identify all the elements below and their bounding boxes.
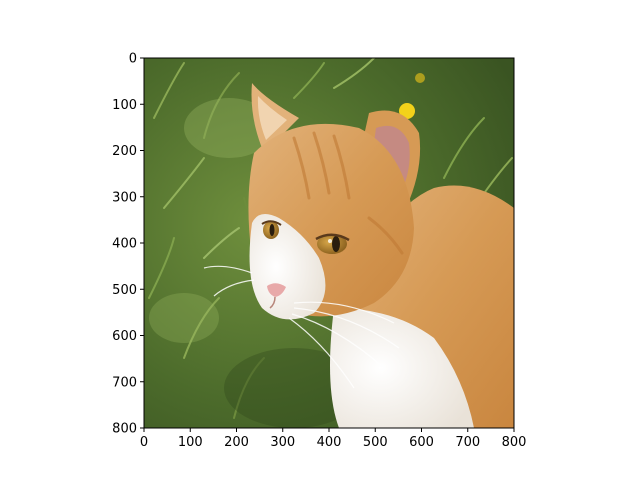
x-tick-label: 300: [270, 435, 295, 450]
grass-shadow: [224, 348, 364, 428]
cat-chest: [330, 308, 474, 428]
x-tick-label: 200: [224, 435, 249, 450]
fur-stripes: [292, 131, 404, 255]
cat-nose: [267, 283, 286, 297]
x-axis: 0 100 200 300 400 500 600 700 800: [140, 428, 527, 450]
y-tick-label: 600: [112, 329, 137, 344]
grass-highlight: [149, 293, 219, 343]
y-tick-label: 400: [112, 237, 137, 252]
cat-photo: [144, 58, 514, 428]
y-tick-label: 200: [112, 144, 137, 159]
x-tick-label: 400: [317, 435, 342, 450]
y-tick-label: 0: [129, 52, 137, 67]
y-tick-label: 300: [112, 190, 137, 205]
x-tick-label: 0: [140, 435, 148, 450]
y-tick-label: 500: [112, 283, 137, 298]
x-tick-label: 100: [178, 435, 203, 450]
x-tick-label: 800: [502, 435, 527, 450]
y-tick-label: 100: [112, 98, 137, 113]
cat-muzzle: [249, 214, 326, 320]
x-tick-label: 600: [409, 435, 434, 450]
x-tick-label: 500: [363, 435, 388, 450]
x-tick-label: 700: [455, 435, 480, 450]
yellow-flower: [399, 103, 415, 119]
y-tick-label: 800: [112, 422, 137, 437]
cat-ear-left-inner: [257, 96, 287, 140]
cat-whiskers: [203, 265, 400, 389]
grass-highlight: [184, 98, 274, 158]
y-tick-label: 700: [112, 375, 137, 390]
y-axis: 0 100 200 300 400 500 600 700 800: [112, 52, 144, 437]
yellow-flower: [415, 73, 425, 83]
